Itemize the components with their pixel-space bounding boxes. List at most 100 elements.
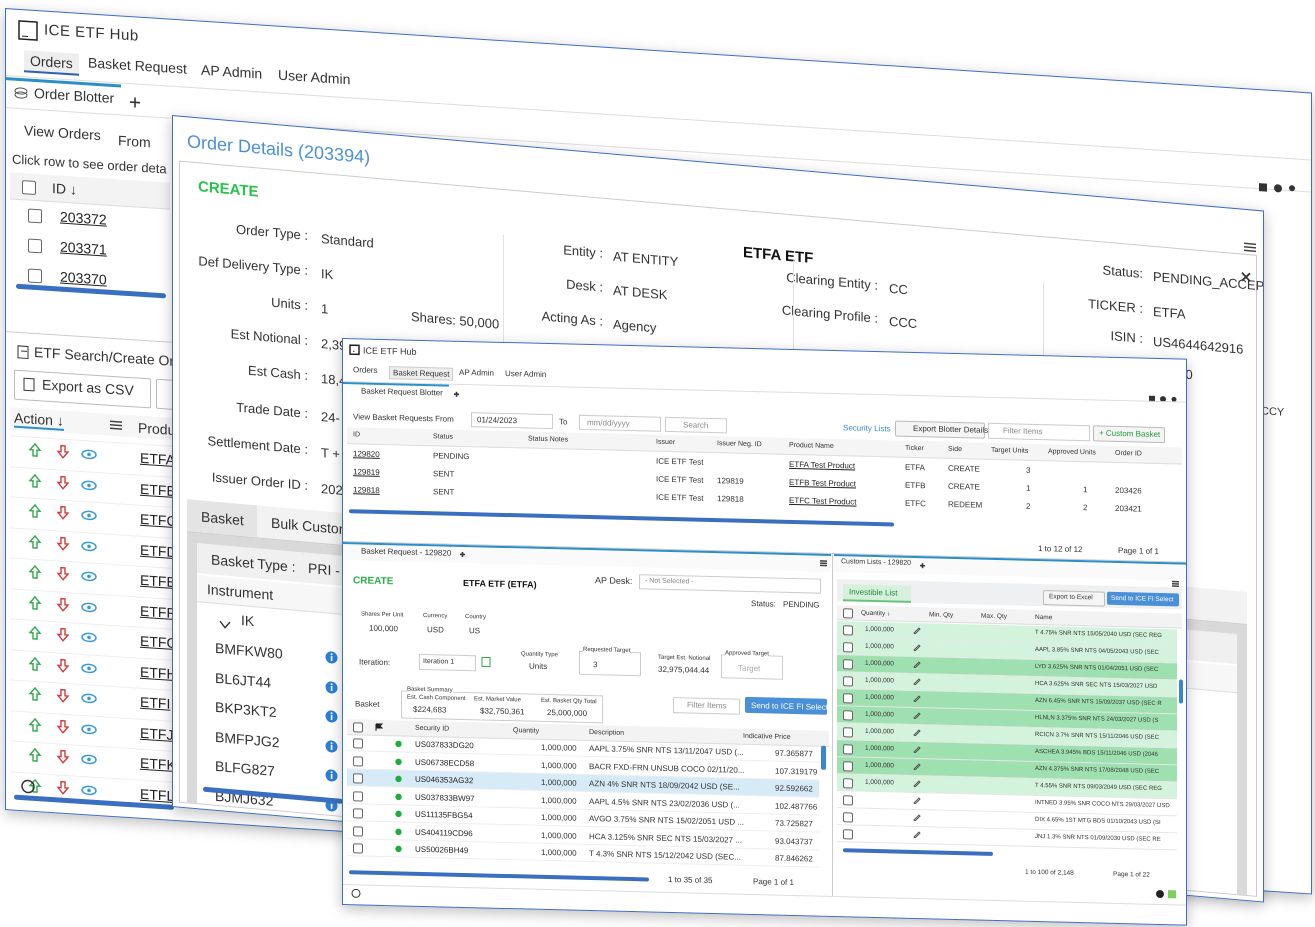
cell: 1,000,000 (865, 642, 894, 651)
checkbox[interactable] (843, 795, 853, 806)
button-label[interactable]: Export to Excel (1049, 593, 1093, 602)
button-label[interactable]: Send to ICE FI Select (751, 700, 828, 712)
product-link[interactable]: ETFF (140, 602, 175, 621)
column-header: Status (433, 433, 453, 441)
checkbox[interactable] (843, 625, 853, 636)
nav-item[interactable]: AP Admin (201, 61, 263, 82)
nav-item[interactable]: Basket Request (88, 54, 187, 77)
checkbox[interactable] (843, 608, 853, 619)
info-icon (325, 739, 338, 753)
checkbox[interactable] (353, 843, 363, 854)
add-tab-icon (459, 551, 466, 558)
redeem-icon (56, 536, 70, 551)
tab-title[interactable]: Investible List (849, 587, 898, 598)
view-icon (81, 663, 97, 673)
nav-item[interactable]: User Admin (505, 368, 547, 379)
cell: US11135FBG54 (415, 809, 473, 821)
brand: ICE ETF Hub (44, 21, 139, 45)
button-label[interactable]: Send to ICE FI Select (1111, 594, 1174, 604)
nav-item[interactable]: Basket Request (389, 366, 454, 381)
info-icon (325, 680, 338, 693)
nav-item[interactable]: Orders (353, 365, 378, 375)
product-link[interactable]: ETFC Test Product (789, 495, 857, 507)
field-label: Basket Summary (407, 686, 453, 694)
request-id-link[interactable]: 129818 (353, 485, 380, 495)
checkbox[interactable] (843, 676, 853, 687)
cell: ICE ETF Test (656, 492, 704, 503)
checkbox[interactable] (353, 773, 363, 784)
product-link[interactable]: ETFJ (140, 724, 174, 743)
filter-label: View Basket Requests From (353, 412, 454, 424)
checkbox[interactable] (353, 722, 363, 733)
checkbox[interactable] (353, 808, 363, 819)
settings-icon (351, 888, 361, 898)
product-link[interactable]: ETFA Test Product (789, 459, 856, 471)
cell: US037833BW97 (415, 792, 475, 803)
checkbox[interactable] (843, 778, 853, 789)
request-id-link[interactable]: 129820 (353, 449, 380, 459)
checkbox[interactable] (28, 238, 42, 254)
field-label: Requested Target (583, 646, 631, 655)
checkbox[interactable] (843, 727, 853, 738)
create-icon (28, 717, 42, 732)
status-dot (395, 845, 402, 853)
create-icon (28, 686, 42, 701)
excel-icon (481, 656, 491, 668)
select-value: Iteration 1 (423, 657, 455, 666)
create-icon (28, 656, 42, 671)
product-link[interactable]: ETFA (140, 449, 176, 468)
checkbox[interactable] (353, 738, 363, 749)
checkbox[interactable] (353, 825, 363, 837)
nav-item[interactable]: User Admin (278, 66, 351, 88)
nav-item[interactable]: Orders (24, 50, 79, 76)
redeem-icon (56, 627, 70, 642)
request-id-link[interactable]: 129819 (353, 467, 380, 477)
info-icon (325, 651, 338, 664)
product-link[interactable]: ETFL (140, 785, 175, 804)
product-link[interactable]: ETFE (140, 571, 176, 591)
order-id-link[interactable]: 203372 (60, 208, 107, 228)
checkbox[interactable] (843, 829, 853, 840)
flag-icon (375, 723, 384, 731)
column-header: Description (589, 729, 625, 737)
checkbox[interactable] (28, 268, 42, 284)
create-icon (28, 778, 42, 793)
edit-icon (913, 660, 921, 669)
scrollbar (349, 509, 894, 527)
product-link[interactable]: ETFK (140, 754, 176, 774)
cell: 129819 (717, 476, 744, 486)
checkbox[interactable] (353, 790, 363, 802)
product-link[interactable]: ETFI (140, 693, 171, 712)
checkbox[interactable] (22, 180, 36, 196)
checkbox[interactable] (843, 659, 853, 670)
nav-item[interactable]: AP Admin (459, 367, 494, 378)
checkbox[interactable] (843, 642, 853, 653)
product-link[interactable]: ETFB Test Product (789, 477, 856, 489)
toolbar-icons (1259, 183, 1295, 193)
create-icon (28, 595, 42, 610)
button-label[interactable]: + Custom Basket (1099, 428, 1161, 439)
cell: 1,000,000 (865, 710, 894, 719)
field-value: PRI - (308, 559, 340, 579)
checkbox[interactable] (353, 755, 363, 767)
checkbox[interactable] (843, 710, 853, 721)
column-header: Quantity ↓ (861, 609, 891, 618)
security-lists-link[interactable]: Security Lists (843, 423, 891, 434)
checkbox[interactable] (843, 693, 853, 704)
field-value: 25,000,000 (547, 708, 588, 718)
order-id-link[interactable]: 203371 (60, 238, 107, 258)
product-link[interactable]: ETFB (140, 480, 176, 499)
column-header: ID (353, 431, 360, 439)
cell: US50026BH49 (415, 844, 469, 856)
status-dot (395, 740, 402, 748)
field-value: T + (321, 445, 340, 462)
cell: 1,000,000 (541, 830, 577, 841)
column-header: Quantity (513, 727, 540, 735)
checkbox[interactable] (843, 744, 853, 755)
cell: 92.592662 (775, 783, 813, 794)
order-id-link[interactable]: 203370 (60, 268, 107, 288)
checkbox[interactable] (843, 761, 853, 772)
button-label[interactable]: Export Blotter Details (913, 423, 989, 435)
checkbox[interactable] (28, 208, 42, 224)
checkbox[interactable] (843, 812, 853, 823)
